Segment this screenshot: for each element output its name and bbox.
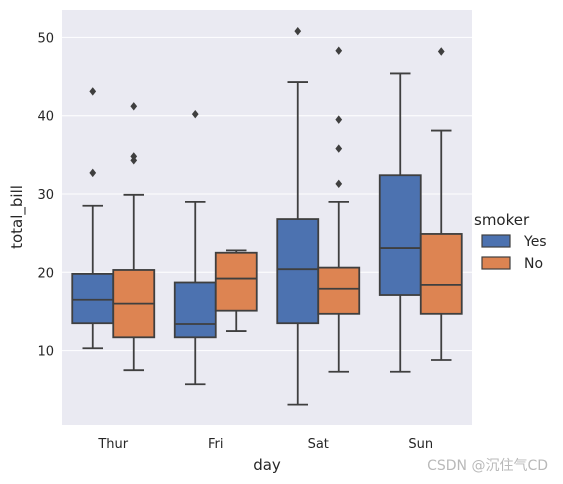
legend-swatch-yes	[481, 234, 511, 248]
flier-sat-no-0	[335, 179, 343, 189]
y-tick-label-40: 40	[37, 110, 54, 125]
flier-sat-no-1	[335, 144, 343, 153]
y-tick-labels: 10 20 30 40 50	[37, 31, 54, 359]
x-tick-label-fri: Fri	[208, 437, 224, 452]
y-tick-label-30: 30	[37, 188, 54, 203]
box-thur-yes	[71, 87, 115, 350]
box-rect-sun-no	[419, 233, 463, 315]
flier-thur-no-2	[130, 102, 138, 111]
watermark: CSDN @沉住气CD	[427, 458, 548, 474]
legend-title: smoker	[474, 211, 530, 229]
box-sat-no	[317, 46, 361, 373]
box-rect-thur-yes	[71, 272, 115, 325]
box-rect-sat-no	[317, 266, 361, 315]
flier-sun-no-0	[437, 47, 445, 56]
legend: smoker Yes No	[474, 211, 547, 272]
legend-label-yes: Yes	[523, 234, 547, 250]
flier-fri-yes-0	[191, 109, 199, 119]
legend-swatch-no	[481, 256, 511, 270]
y-tick-label-50: 50	[37, 31, 54, 46]
x-tick-label-sat: Sat	[308, 437, 329, 452]
flier-sat-yes-0	[294, 26, 302, 36]
x-tick-labels: Thur Fri Sat Sun	[97, 437, 433, 452]
x-tick-label-sun: Sun	[408, 437, 433, 452]
box-sat-yes	[276, 26, 320, 406]
legend-label-no: No	[524, 256, 543, 272]
flier-thur-yes-0	[89, 168, 97, 178]
box-fri-yes	[173, 109, 217, 386]
boxes-layer	[71, 26, 463, 406]
flier-thur-yes-1	[89, 87, 97, 96]
box-rect-sun-yes	[378, 174, 422, 296]
flier-sat-no-3	[335, 46, 343, 55]
flier-sat-no-2	[335, 115, 343, 124]
flier-thur-no-1	[130, 152, 138, 161]
y-tick-label-10: 10	[37, 345, 54, 360]
y-axis-label: total_bill	[8, 185, 27, 249]
y-tick-label-20: 20	[37, 266, 54, 281]
box-rect-sat-yes	[276, 218, 320, 325]
box-fri-no	[214, 249, 258, 332]
box-rect-fri-yes	[173, 281, 217, 339]
x-tick-label-thur: Thur	[97, 437, 128, 452]
box-thur-no	[112, 102, 156, 372]
box-sun-no	[419, 47, 463, 361]
box-rect-fri-no	[214, 251, 258, 312]
x-axis-label: day	[253, 456, 281, 474]
